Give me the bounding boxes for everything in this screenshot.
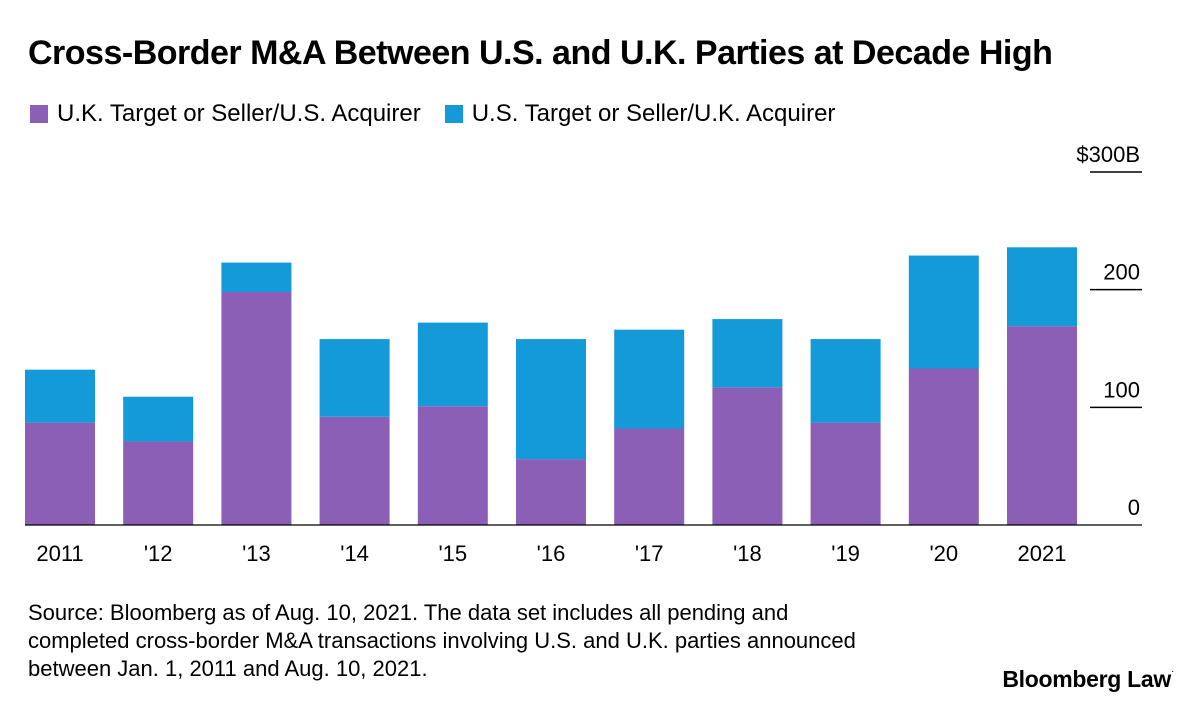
bar-us-target-8 bbox=[810, 339, 881, 423]
legend: U.K. Target or Seller/U.S. Acquirer U.S.… bbox=[30, 100, 859, 128]
x-tick-label: '18 bbox=[733, 541, 762, 566]
source-line-3: between Jan. 1, 2011 and Aug. 10, 2021. bbox=[28, 656, 428, 681]
brand-mark: · bbox=[1170, 666, 1174, 677]
bar-uk-target-7 bbox=[712, 387, 783, 525]
bar-us-target-6 bbox=[614, 329, 685, 429]
legend-label-us-target: U.S. Target or Seller/U.K. Acquirer bbox=[471, 100, 836, 127]
x-tick-label: '14 bbox=[340, 541, 369, 566]
x-tick-label: '16 bbox=[537, 541, 566, 566]
bar-us-target-1 bbox=[123, 396, 194, 442]
source-note: Source: Bloomberg as of Aug. 10, 2021. T… bbox=[28, 599, 988, 683]
legend-swatch-uk-target bbox=[30, 105, 48, 123]
bar-us-target-5 bbox=[516, 339, 586, 460]
bar-uk-target-3 bbox=[319, 416, 390, 525]
bar-uk-target-1 bbox=[123, 441, 194, 525]
legend-item-us-target: U.S. Target or Seller/U.K. Acquirer bbox=[444, 100, 836, 128]
bar-uk-target-10 bbox=[1007, 326, 1077, 525]
brand-name: Bloomberg Law bbox=[1002, 666, 1171, 692]
bar-us-target-0 bbox=[25, 369, 95, 423]
bar-us-target-7 bbox=[712, 319, 783, 388]
legend-item-uk-target: U.K. Target or Seller/U.S. Acquirer bbox=[30, 100, 421, 128]
legend-label-uk-target: U.K. Target or Seller/U.S. Acquirer bbox=[57, 100, 421, 127]
y-tick-label: 0 bbox=[1128, 495, 1140, 520]
bar-us-target-4 bbox=[417, 322, 488, 407]
bar-uk-target-9 bbox=[908, 368, 979, 525]
chart-plot: 2011 '12 '13 '14 '15 '16 '17 '18 '19 '20 2021 0 100 2… bbox=[25, 142, 1142, 566]
x-tick-label: 2011 bbox=[36, 541, 83, 566]
bar-uk-target-0 bbox=[25, 422, 95, 525]
y-tick-label: 100 bbox=[1103, 377, 1140, 402]
bar-uk-target-2 bbox=[221, 292, 292, 525]
bar-uk-target-8 bbox=[810, 422, 881, 525]
bar-us-target-9 bbox=[908, 255, 979, 369]
y-tick-label: $300B bbox=[1076, 142, 1140, 167]
chart-title: Cross-Border M&A Between U.S. and U.K. P… bbox=[28, 34, 1053, 72]
source-line-2: completed cross-border M&A transactions … bbox=[28, 628, 856, 653]
legend-swatch-us-target bbox=[444, 105, 463, 123]
x-tick-label: 2021 bbox=[1018, 541, 1067, 566]
bar-uk-target-5 bbox=[516, 459, 586, 525]
x-tick-label: '19 bbox=[831, 541, 860, 566]
x-tick-label: '20 bbox=[929, 541, 958, 566]
bar-us-target-3 bbox=[319, 339, 390, 417]
x-tick-label: '17 bbox=[635, 541, 664, 566]
x-tick-label: '15 bbox=[438, 541, 467, 566]
bar-uk-target-6 bbox=[614, 428, 685, 525]
y-tick-label: 200 bbox=[1103, 260, 1140, 285]
bar-uk-target-4 bbox=[417, 406, 488, 525]
bar-us-target-2 bbox=[221, 262, 292, 293]
bar-us-target-10 bbox=[1007, 247, 1077, 327]
x-tick-label: '12 bbox=[144, 541, 173, 566]
brand-logo: Bloomberg Law· bbox=[1002, 666, 1174, 693]
x-tick-label: '13 bbox=[242, 541, 271, 566]
source-line-1: Source: Bloomberg as of Aug. 10, 2021. T… bbox=[28, 600, 789, 625]
